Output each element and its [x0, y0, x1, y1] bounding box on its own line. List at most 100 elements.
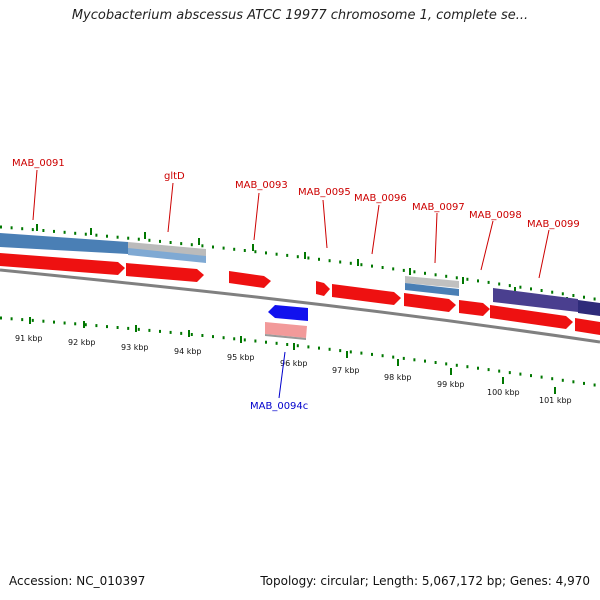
gene-label-mab0094c[interactable]: MAB_0094c	[250, 401, 308, 412]
minor-tick	[95, 233, 98, 237]
leader-line	[480, 220, 494, 271]
gene-arrow-mab0094c[interactable]	[268, 305, 308, 321]
leader-line	[371, 204, 380, 255]
gene-arrow-mab0097[interactable]	[404, 293, 456, 312]
minor-tick	[137, 237, 140, 241]
minor-tick	[477, 366, 479, 370]
cds-track	[0, 233, 600, 316]
minor-tick	[243, 338, 246, 342]
minor-tick	[201, 334, 204, 337]
minor-tick	[530, 374, 532, 378]
minor-tick	[74, 322, 77, 326]
minor-tick	[349, 261, 352, 265]
minor-tick	[286, 253, 289, 257]
minor-tick	[169, 241, 172, 244]
minor-tick	[508, 371, 511, 375]
minor-tick	[21, 318, 24, 322]
minor-tick	[381, 354, 384, 358]
minor-tick	[243, 249, 246, 252]
minor-tick	[349, 350, 352, 354]
minor-tick	[84, 323, 87, 327]
minor-tick	[498, 282, 501, 286]
gene-arrow-mab0091[interactable]	[0, 253, 125, 275]
minor-tick	[0, 225, 2, 229]
leader-line	[538, 229, 550, 279]
cds-bar-mab0099[interactable]	[493, 288, 578, 312]
minor-tick	[434, 273, 437, 277]
minor-tick	[392, 355, 395, 359]
minor-tick	[74, 231, 77, 235]
cds-bar-mab0097[interactable]	[405, 283, 459, 296]
gene-arrow-mab0096[interactable]	[332, 284, 401, 305]
gene-label-mab0096[interactable]: MAB_0096	[354, 193, 407, 204]
kbp-label: 100 kbp	[487, 388, 520, 397]
kbp-labels: 91 kbp 92 kbp 93 kbp 94 kbp 95 kbp 96 kb…	[15, 334, 572, 405]
minor-tick	[95, 324, 98, 328]
gene-label-gltd[interactable]: gltD	[164, 171, 185, 182]
minor-tick	[328, 347, 331, 351]
minor-tick	[371, 352, 373, 356]
kbp-label: 92 kbp	[68, 338, 96, 347]
kbp-label: 96 kbp	[280, 359, 308, 368]
minor-tick	[392, 267, 395, 271]
gene-arrow-mab0093[interactable]	[229, 271, 271, 288]
minor-tick	[63, 321, 66, 325]
minor-tick	[265, 340, 267, 344]
cds-bar-gray-gltd[interactable]	[128, 242, 206, 256]
minor-tick	[508, 284, 511, 288]
cds-bar-mab0094c[interactable]	[265, 322, 307, 338]
minor-tick	[159, 239, 161, 243]
leader-line-reverse	[278, 351, 286, 399]
leader-line	[167, 182, 174, 233]
gene-label-mab0099[interactable]: MAB_0099	[527, 219, 580, 230]
cds-bar-mab0097-gray[interactable]	[405, 276, 459, 288]
minor-tick	[106, 325, 108, 329]
gene-label-mab0091[interactable]: MAB_0091	[12, 158, 65, 169]
cds-bar-mab0094c-edge[interactable]	[265, 334, 306, 340]
leader-line	[434, 212, 438, 264]
minor-tick	[561, 378, 564, 382]
minor-tick	[339, 260, 342, 264]
minor-tick	[286, 343, 289, 346]
accession-text: Accession: NC_010397	[9, 574, 146, 588]
gene-arrow-mab0100[interactable]	[575, 318, 600, 335]
gene-arrow-gltd[interactable]	[126, 263, 204, 282]
minor-tick	[519, 372, 522, 376]
minor-tick	[275, 252, 278, 256]
minor-tick	[360, 351, 363, 355]
minor-tick	[169, 330, 172, 334]
minor-tick	[307, 256, 310, 260]
minor-tick	[413, 270, 416, 274]
minor-tick	[21, 227, 24, 231]
gene-label-mab0093[interactable]: MAB_0093	[235, 180, 288, 191]
gene-arrow-mab0098[interactable]	[459, 300, 490, 316]
minor-tick	[42, 229, 45, 232]
gene-label-mab0098[interactable]: MAB_0098	[469, 210, 522, 221]
leader-line	[253, 192, 260, 241]
gene-arrow-mab0095[interactable]	[316, 281, 330, 296]
minor-tick	[254, 250, 257, 254]
gene-label-mab0095[interactable]: MAB_0095	[298, 187, 351, 198]
gene-arrow-mab0099[interactable]	[490, 305, 573, 329]
minor-tick	[148, 238, 151, 242]
chromosome-backbone	[0, 268, 600, 344]
minor-tick	[296, 255, 299, 259]
summary-text: Topology: circular; Length: 5,067,172 bp…	[260, 574, 590, 588]
minor-tick	[360, 263, 363, 267]
minor-tick	[10, 226, 13, 230]
cds-bar-mab0099-edge[interactable]	[578, 300, 600, 316]
minor-tick	[10, 317, 13, 321]
outer-tick-ring	[0, 224, 596, 304]
minor-tick	[148, 328, 151, 332]
minor-tick	[593, 297, 596, 301]
minor-tick	[434, 361, 437, 364]
gene-label-mab0097[interactable]: MAB_0097	[412, 202, 465, 213]
map-title: Mycobacterium abscessus ATCC 19977 chrom…	[71, 8, 529, 23]
minor-tick	[137, 327, 140, 331]
minor-tick	[296, 344, 299, 348]
kbp-label: 99 kbp	[437, 380, 465, 389]
minor-tick	[212, 245, 214, 249]
minor-tick	[127, 236, 130, 240]
minor-tick	[31, 318, 34, 322]
cds-bar-mab0091[interactable]	[0, 233, 128, 254]
